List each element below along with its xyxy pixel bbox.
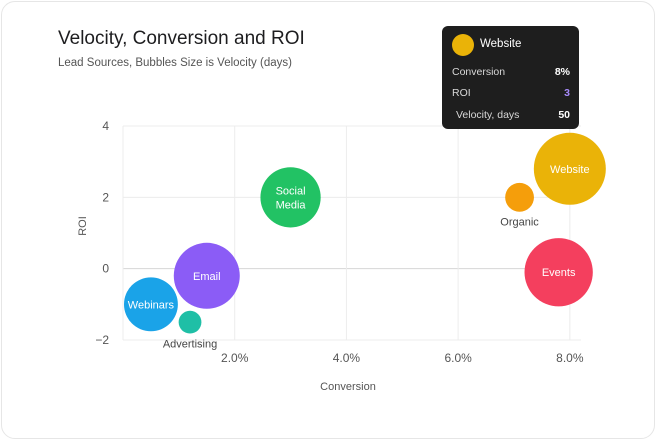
tooltip-row-value: 8% xyxy=(554,66,570,78)
y-tick-label: 0 xyxy=(102,262,109,276)
bubble-organic xyxy=(505,182,534,212)
x-tick-label: 2.0% xyxy=(221,351,249,365)
tooltip-row-roi: ROI 3 xyxy=(452,87,570,99)
bubble-webinars xyxy=(123,277,178,332)
tooltip-row-value: 3 xyxy=(564,87,570,99)
bubble-events xyxy=(524,238,593,307)
tooltip-row-label: Conversion xyxy=(452,66,506,78)
y-tick-label: 4 xyxy=(102,119,109,133)
tooltip-color-dot xyxy=(452,34,474,56)
bubble-label-social-media: Social xyxy=(276,185,306,197)
chart-title: Velocity, Conversion and ROI xyxy=(58,28,305,49)
tooltip-row-velocity: Velocity, days 50 xyxy=(456,109,570,121)
bubble-website xyxy=(533,132,606,205)
tooltip-row-label: ROI xyxy=(452,87,471,99)
tooltip-row-conversion: Conversion 8% xyxy=(452,66,570,78)
chart-subtitle: Lead Sources, Bubbles Size is Velocity (… xyxy=(58,57,292,69)
bubble-label-social-media: Media xyxy=(276,199,307,211)
x-axis-label: Conversion xyxy=(320,381,376,393)
bubble-label-email: Email xyxy=(193,271,221,283)
bubble-advertising xyxy=(178,310,202,334)
y-tick-label: −2 xyxy=(95,333,109,347)
bubble-label-webinars: Webinars xyxy=(128,299,175,311)
x-tick-label: 4.0% xyxy=(333,351,361,365)
bubble-label-events: Events xyxy=(542,267,576,279)
tooltip-row-value: 50 xyxy=(558,109,570,121)
x-tick-label: 6.0% xyxy=(444,351,472,365)
bubble-email xyxy=(173,242,240,309)
bubble-label-website: Website xyxy=(550,164,590,176)
x-tick-label: 8.0% xyxy=(556,351,584,365)
tooltip: Website Conversion 8% ROI 3 Velocity, da… xyxy=(442,26,579,129)
y-tick-label: 2 xyxy=(102,190,109,204)
bubble-label-organic: Organic xyxy=(500,217,539,229)
y-axis-label: ROI xyxy=(77,216,89,236)
bubble-social-media xyxy=(260,167,321,228)
tooltip-series-name: Website xyxy=(480,38,522,50)
tooltip-row-label: Velocity, days xyxy=(456,109,520,121)
bubble-label-advertising: Advertising xyxy=(163,339,217,351)
